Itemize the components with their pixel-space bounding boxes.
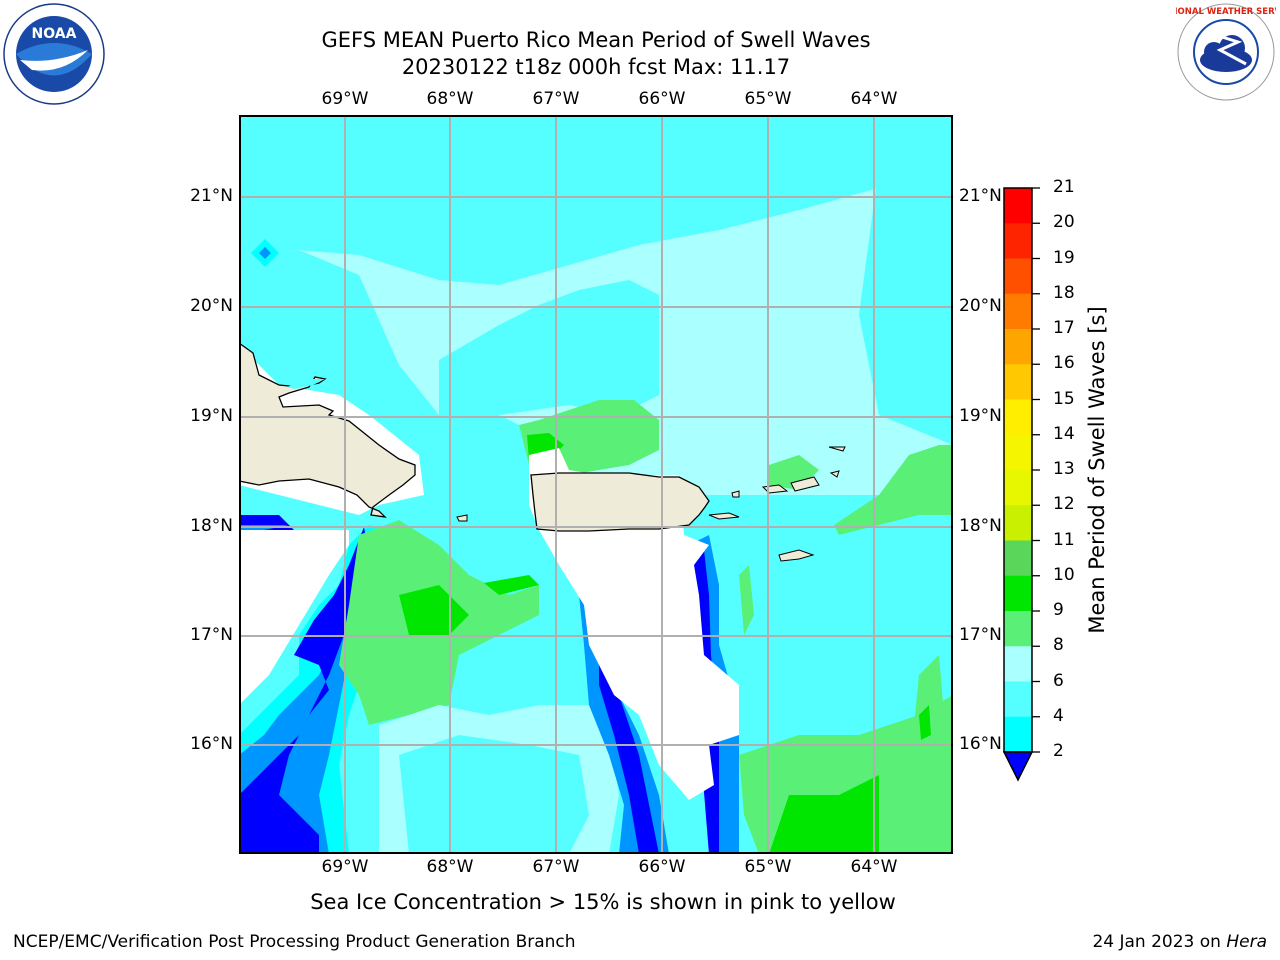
svg-text:NOAA: NOAA [32,26,77,42]
lat-label-right: 21°N [959,186,1002,206]
lat-label-right: 18°N [959,516,1002,536]
lon-label-top: 67°W [532,89,580,109]
hispaniola-landmass [239,342,416,518]
lat-label-right: 17°N [959,625,1002,645]
map-title: GEFS MEAN Puerto Rico Mean Period of Swe… [321,28,871,52]
colorbar-label: Mean Period of Swell Waves [s] [1085,306,1109,634]
colorbar-extend-arrow [1002,751,1034,782]
field-6-8-central [439,280,659,415]
colorbar-segment [1004,293,1032,330]
lon-label-bottom: 64°W [850,857,898,877]
colorbar-tick-label: 4 [1053,705,1064,726]
field-6-8-north [239,115,953,285]
lon-label-top: 64°W [850,89,898,109]
colorbar-tick-label: 16 [1053,353,1075,374]
lat-label-left: 20°N [190,296,233,316]
lat-label-left: 16°N [190,734,233,754]
noaa-logo: NOAA [3,3,105,105]
lon-label-top: 66°W [638,89,686,109]
colorbar-tick-label: 19 [1053,247,1075,268]
colorbar-tick-label: 6 [1053,670,1064,691]
map-gridlines [239,115,953,854]
field-6-8-east [859,155,953,445]
colorbar-tick-label: 9 [1053,600,1064,620]
colorbar-tick-label: 8 [1053,635,1064,656]
footer-date: 24 Jan 2023 on Hera [1092,932,1267,952]
colorbar-segment [1004,223,1032,259]
colorbar-segment [1004,540,1032,577]
colorbar-segment [1004,470,1032,506]
svg-text:NATIONAL WEATHER SERVICE: NATIONAL WEATHER SERVICE [1176,7,1276,17]
lon-label-bottom: 68°W [426,857,474,877]
swell-period-map [239,115,953,854]
colorbar-segment [1004,716,1032,753]
colorbar-segment [1004,188,1032,224]
colorbar-tick-label: 10 [1053,564,1075,585]
puerto-rico-landmass [530,472,710,532]
lat-label-right: 16°N [959,734,1002,754]
colorbar-tick-label: 20 [1053,212,1075,233]
lat-label-left: 18°N [190,516,233,536]
colorbar-tick-label: 11 [1053,529,1075,550]
colorbar-segment [1004,399,1032,436]
lon-label-bottom: 69°W [321,857,369,877]
lat-label-left: 17°N [190,625,233,645]
lon-label-bottom: 67°W [532,857,580,877]
lat-label-right: 19°N [959,406,1002,426]
lat-label-left: 21°N [190,186,233,206]
lon-label-top: 68°W [426,89,474,109]
no-data-region [529,448,739,800]
colorbar [1002,187,1040,782]
colorbar-tick-label: 12 [1053,494,1075,515]
lon-label-bottom: 65°W [744,857,792,877]
colorbar-tick-label: 18 [1053,282,1075,303]
footer-branch: NCEP/EMC/Verification Post Processing Pr… [13,932,576,952]
colorbar-tick-label: 2 [1053,741,1064,761]
sea-ice-note: Sea Ice Concentration > 15% is shown in … [310,890,896,914]
map-subtitle: 20230122 t18z 000h fcst Max: 11.17 [401,55,791,79]
colorbar-tick-label: 14 [1053,423,1075,444]
lat-label-left: 19°N [190,406,233,426]
lat-label-right: 20°N [959,296,1002,316]
lon-label-bottom: 66°W [638,857,686,877]
colorbar-segment [1004,329,1032,365]
colorbar-tick-label: 13 [1053,459,1075,479]
colorbar-segment [1004,611,1032,647]
colorbar-segment [1004,646,1032,682]
colorbar-segment [1004,575,1032,612]
colorbar-tick-label: 17 [1053,318,1075,338]
colorbar-segment [1004,258,1032,295]
colorbar-segment [1004,364,1032,400]
colorbar-segment [1004,505,1032,541]
lon-label-top: 69°W [321,89,369,109]
colorbar-segment [1004,681,1032,718]
colorbar-tick-label: 21 [1053,177,1075,197]
colorbar-segment [1004,434,1032,471]
footer-host: Hera [1226,932,1267,952]
nws-logo: NATIONAL WEATHER SERVICE [1176,3,1276,101]
colorbar-tick-label: 15 [1053,388,1075,409]
lon-label-top: 65°W [744,89,792,109]
